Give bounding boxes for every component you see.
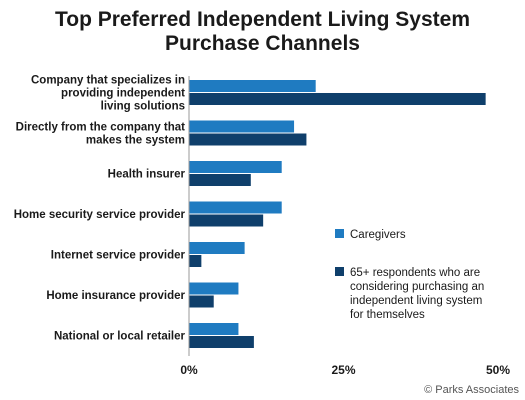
bar-respondents-65plus-6 <box>189 336 254 348</box>
chart-title: Top Preferred Independent Living System … <box>0 8 525 56</box>
bar-caregivers-2 <box>189 161 282 173</box>
legend-swatch-respondents-65plus <box>335 267 344 276</box>
x-tick-label-0: 0% <box>180 363 198 377</box>
bar-respondents-65plus-3 <box>189 214 264 227</box>
bar-respondents-65plus-2 <box>189 174 251 186</box>
category-label-4: Internet service provider <box>51 250 186 262</box>
legend-label-caregivers: Caregivers <box>350 229 406 241</box>
copyright-credit: © Parks Associates <box>424 384 519 396</box>
bar-caregivers-4 <box>189 242 245 254</box>
bar-caregivers-3 <box>189 201 282 214</box>
category-label-3: Home security service provider <box>14 209 186 221</box>
category-label-2: Health insurer <box>108 169 186 181</box>
category-label-0: Company that specializes in providing ind… <box>31 75 185 113</box>
bar-respondents-65plus-5 <box>189 295 214 308</box>
category-label-6: National or local retailer <box>54 331 186 343</box>
category-label-5: Home insurance provider <box>46 290 185 302</box>
legend-swatch-caregivers <box>335 229 344 238</box>
bar-caregivers-0 <box>189 80 316 92</box>
chart-title-line-1: Top Preferred Independent Living System <box>54 8 471 31</box>
bar-caregivers-5 <box>189 282 239 295</box>
bar-respondents-65plus-0 <box>189 93 486 105</box>
bar-respondents-65plus-1 <box>189 133 307 146</box>
legend-label-respondents-65plus: 65+ respondents who are considering purch… <box>350 267 484 321</box>
bar-respondents-65plus-4 <box>189 255 202 267</box>
bar-caregivers-6 <box>189 323 239 335</box>
x-tick-label-2: 50% <box>486 363 510 377</box>
category-label-1: Directly from the company that makes the … <box>16 122 186 147</box>
x-tick-label-1: 25% <box>331 363 355 377</box>
chart-title-line-2: Purchase Channels <box>165 32 360 55</box>
bar-caregivers-1 <box>189 120 295 133</box>
